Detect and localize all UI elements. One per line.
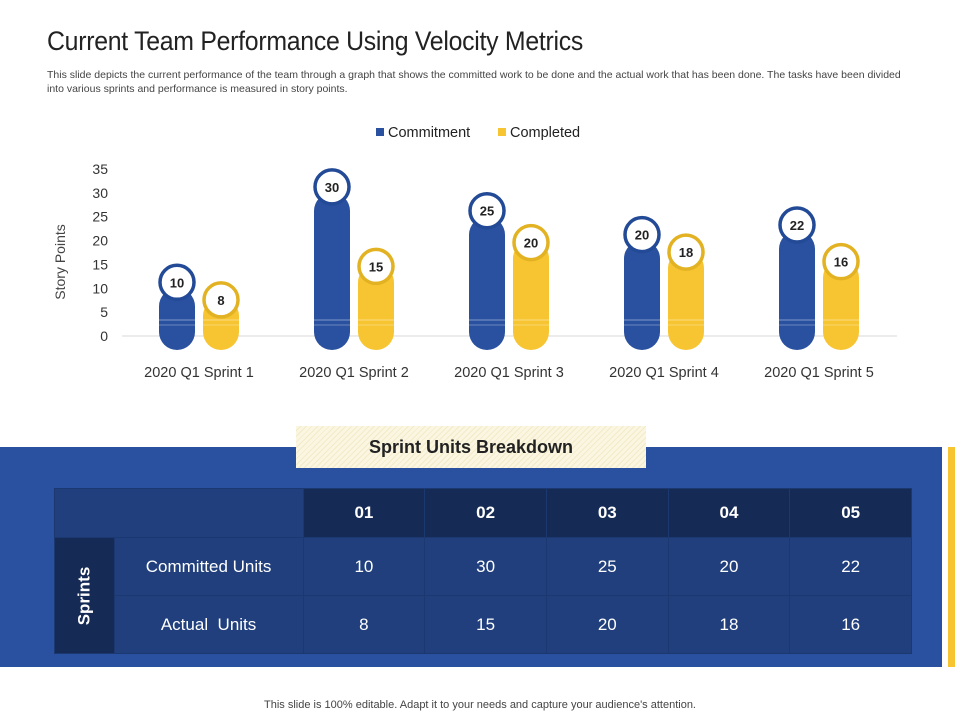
breakdown-title: Sprint Units Breakdown xyxy=(296,426,646,468)
table-row: Actual Units 8 15 20 18 16 xyxy=(55,595,912,654)
cell: 20 xyxy=(545,595,669,654)
side-label-text: Sprints xyxy=(74,566,94,625)
y-tick-label: 35 xyxy=(92,161,108,177)
cell: 18 xyxy=(667,595,791,654)
col-header: 05 xyxy=(789,488,912,538)
bar-completed xyxy=(513,240,549,350)
data-label: 16 xyxy=(834,255,848,270)
data-label-circle xyxy=(623,215,661,254)
col-header: 03 xyxy=(545,488,669,538)
data-label-circle xyxy=(512,223,550,262)
data-label: 15 xyxy=(369,259,383,274)
data-label: 20 xyxy=(524,236,538,251)
col-header: 01 xyxy=(302,488,426,538)
y-tick-label: 10 xyxy=(92,280,108,296)
footer-note: This slide is 100% editable. Adapt it to… xyxy=(264,699,696,711)
y-tick-label: 15 xyxy=(92,256,108,272)
y-axis-label: Story Points xyxy=(52,224,68,299)
side-label: Sprints xyxy=(54,537,115,654)
breakdown-table: 01 02 03 04 05 Sprints Committed Units 1… xyxy=(54,488,912,654)
data-label: 18 xyxy=(679,245,693,260)
legend-swatch xyxy=(376,128,384,136)
data-label-circle xyxy=(667,233,705,271)
bar-completed xyxy=(358,264,394,350)
row-label: Committed Units xyxy=(113,537,304,596)
data-label-circle xyxy=(822,242,860,281)
legend-swatch xyxy=(498,128,506,136)
y-tick-label: 20 xyxy=(92,233,108,249)
cell: 20 xyxy=(667,537,791,596)
col-header: 02 xyxy=(424,488,547,538)
data-label: 10 xyxy=(170,275,184,290)
bar-commitment xyxy=(469,216,505,350)
x-tick-label: 2020 Q1 Sprint 5 xyxy=(764,365,874,381)
bar-commitment xyxy=(624,240,660,350)
cell: 22 xyxy=(789,537,912,596)
legend-label: Commitment xyxy=(388,125,470,141)
data-label-circle xyxy=(202,281,240,319)
data-label: 20 xyxy=(635,228,649,243)
row-label: Actual Units xyxy=(113,595,304,654)
x-tick-label: 2020 Q1 Sprint 3 xyxy=(454,365,564,381)
data-label-circle xyxy=(468,191,506,230)
velocity-chart: 0 5 10 15 20 25 30 35 Story Points Commitment Comp… xyxy=(52,125,897,381)
cell: 16 xyxy=(789,595,912,654)
cell: 30 xyxy=(424,537,547,596)
x-tick-label: 2020 Q1 Sprint 2 xyxy=(299,365,409,381)
table-row: Sprints Committed Units 10 30 25 20 22 xyxy=(54,537,912,654)
x-tick-label: 2020 Q1 Sprint 4 xyxy=(609,365,719,381)
legend-label: Completed xyxy=(510,125,580,141)
accent-strip xyxy=(948,447,955,667)
page-title: Current Team Performance Using Velocity … xyxy=(47,26,584,56)
y-tick-label: 25 xyxy=(92,209,108,225)
y-tick-label: 30 xyxy=(92,185,108,201)
data-label: 30 xyxy=(325,180,339,195)
data-label-circle xyxy=(778,206,816,244)
bar-commitment xyxy=(779,231,815,350)
cell: 10 xyxy=(302,537,426,596)
page-description: This slide depicts the current performan… xyxy=(47,69,901,95)
y-tick-label: 0 xyxy=(100,328,108,344)
data-label-circle xyxy=(158,263,196,302)
data-label: 8 xyxy=(217,293,224,308)
data-label-circle xyxy=(357,247,395,286)
bar-completed xyxy=(668,250,704,350)
bar-commitment xyxy=(159,288,195,350)
table-header-row: 01 02 03 04 05 xyxy=(54,488,912,538)
cell: 25 xyxy=(545,537,669,596)
bar-completed xyxy=(823,259,859,350)
bar-commitment xyxy=(314,192,350,350)
data-label-circle xyxy=(313,168,351,206)
data-label: 25 xyxy=(480,204,494,219)
x-tick-label: 2020 Q1 Sprint 1 xyxy=(144,365,254,381)
cell: 8 xyxy=(302,595,426,654)
header-empty xyxy=(54,488,304,538)
col-header: 04 xyxy=(667,488,791,538)
y-tick-label: 5 xyxy=(100,304,108,320)
data-label: 22 xyxy=(790,218,804,233)
cell: 15 xyxy=(424,595,547,654)
